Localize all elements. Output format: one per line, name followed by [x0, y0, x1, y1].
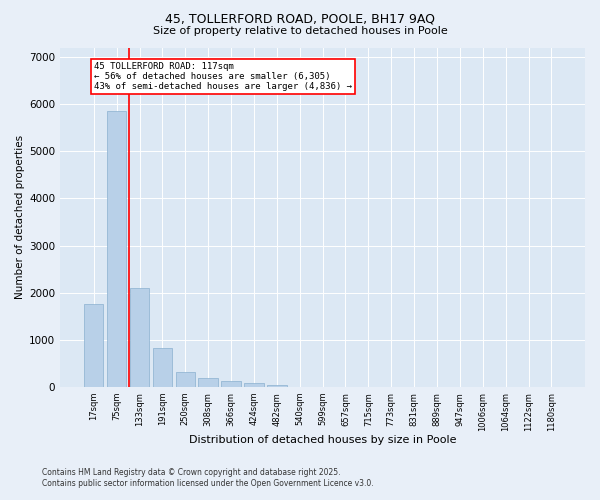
Bar	[199, 378, 218, 387]
Text: Size of property relative to detached houses in Poole: Size of property relative to detached ho…	[152, 26, 448, 36]
Bar	[152, 348, 172, 387]
Bar	[84, 304, 103, 387]
Text: Contains HM Land Registry data © Crown copyright and database right 2025.
Contai: Contains HM Land Registry data © Crown c…	[42, 468, 374, 487]
Bar	[267, 385, 287, 387]
X-axis label: Distribution of detached houses by size in Poole: Distribution of detached houses by size …	[189, 435, 457, 445]
Bar	[107, 111, 127, 387]
Text: 45, TOLLERFORD ROAD, POOLE, BH17 9AQ: 45, TOLLERFORD ROAD, POOLE, BH17 9AQ	[165, 12, 435, 26]
Text: 45 TOLLERFORD ROAD: 117sqm
← 56% of detached houses are smaller (6,305)
43% of s: 45 TOLLERFORD ROAD: 117sqm ← 56% of deta…	[94, 62, 352, 92]
Y-axis label: Number of detached properties: Number of detached properties	[15, 135, 25, 300]
Bar	[244, 383, 263, 387]
Bar	[221, 382, 241, 387]
Bar	[130, 288, 149, 387]
Bar	[176, 372, 195, 387]
